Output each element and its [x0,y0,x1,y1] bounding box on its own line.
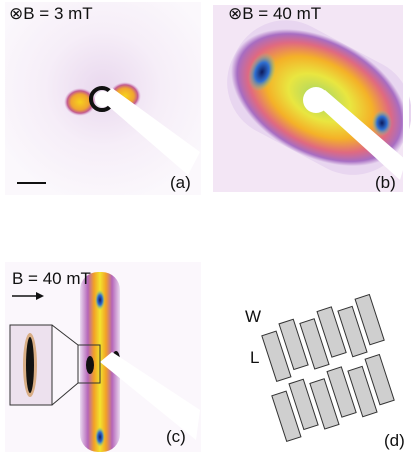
hot-spot [95,290,105,310]
bar-row [260,295,386,382]
panel-c: B = 40 mT (c) [5,262,201,452]
inset-peak [26,337,34,393]
panel-d [260,295,396,442]
panel-a: ⊗B = 3 mT (a) [5,2,201,195]
panel-b: ⊗B = 40 mT (b) [208,1,411,195]
bar-row [270,355,396,442]
width-label: W [245,307,261,326]
panel-tag: (c) [166,427,186,446]
beam-center [95,91,111,107]
hot-spot [95,427,105,447]
panel-tag: (d) [384,431,405,450]
panel-tag: (b) [375,173,396,192]
field-label: B = 40 mT [12,269,91,288]
field-label: ⊗B = 40 mT [228,4,321,23]
figure: ⊗B = 3 mT (a) ⊗B = 40 mT (b) B = 40 mT (… [0,0,411,457]
hot-spot [372,110,392,136]
field-label: ⊗B = 3 mT [9,4,93,23]
length-label: L [250,348,259,367]
peak [86,356,94,374]
panel-tag: (a) [170,173,191,192]
beam-center [303,87,329,113]
